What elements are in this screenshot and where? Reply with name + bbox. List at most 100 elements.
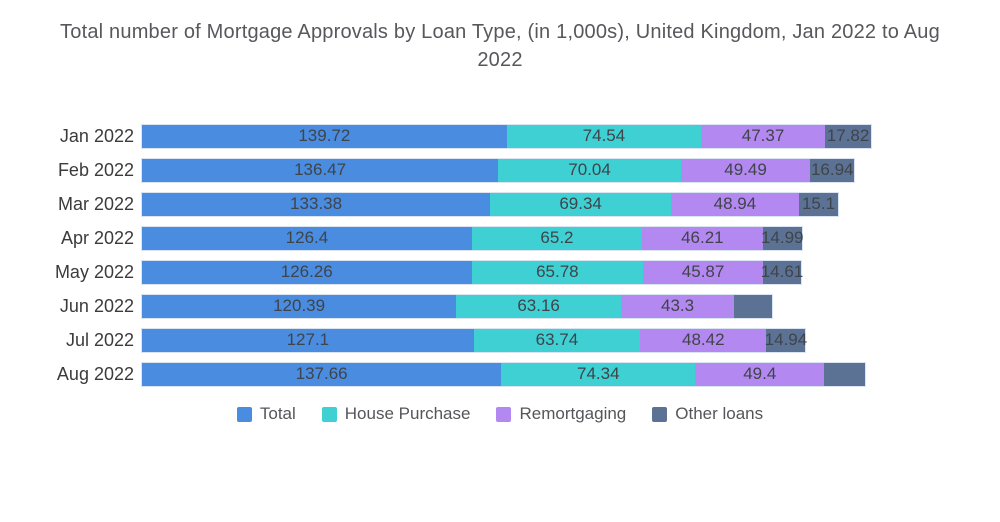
segment-value-label: 120.39	[273, 296, 326, 315]
bar-segment-house-purchase[interactable]: 65.2	[471, 226, 643, 250]
bar-segment-other-loans[interactable]: 16.94	[810, 158, 855, 182]
segment-value-label: 65.2	[540, 228, 574, 247]
bar-segment-house-purchase[interactable]: 74.54	[506, 124, 702, 148]
legend: Total House Purchase Remortgaging Other loa…	[0, 404, 1000, 424]
category-label: Feb 2022	[57, 159, 134, 180]
bar-segment-other-loans[interactable]	[734, 294, 772, 318]
bar-segment-house-purchase[interactable]: 63.16	[456, 294, 622, 318]
bar-segment-total[interactable]: 120.39	[142, 294, 457, 318]
bar-segment-total[interactable]: 127.1	[142, 328, 474, 352]
segment-value-label: 46.21	[681, 228, 724, 247]
stacked-bar: 136.47 70.04 49.49 16.94	[142, 158, 855, 182]
legend-label: Total	[259, 404, 296, 423]
bar-segment-other-loans[interactable]: 15.1	[798, 192, 839, 216]
segment-value-label: 137.66	[295, 364, 348, 383]
segment-value-label: 47.37	[741, 126, 785, 145]
bar-row: Feb 2022 136.47 70.04 49.49 16.94	[0, 153, 1000, 187]
bar-segment-other-loans[interactable]	[824, 362, 865, 386]
segment-value-label: 74.34	[577, 364, 620, 383]
bar-segment-remortgaging[interactable]: 46.21	[642, 226, 763, 250]
bar-segment-house-purchase[interactable]: 70.04	[498, 158, 681, 182]
bar-segment-total[interactable]: 139.72	[142, 124, 507, 148]
bar-row: Jul 2022 127.1 63.74 48.42 14.94	[0, 323, 1000, 357]
bar-segment-other-loans[interactable]: 14.61	[760, 260, 804, 284]
bar-segment-remortgaging[interactable]: 49.4	[695, 362, 825, 386]
bar-segment-remortgaging[interactable]: 48.94	[671, 192, 799, 216]
bar-segment-total[interactable]: 126.26	[142, 260, 472, 284]
bar-row: Apr 2022 126.4 65.2 46.21 14.99	[0, 221, 1000, 255]
bar-segment-remortgaging[interactable]: 48.42	[640, 328, 767, 352]
segment-value-label: 14.94	[764, 330, 808, 349]
legend-label: Other loans	[675, 404, 764, 423]
bar-segment-other-loans[interactable]: 14.94	[764, 328, 808, 352]
segment-value-label: 48.94	[713, 194, 757, 213]
segment-value-label: 69.34	[559, 194, 602, 213]
legend-swatch-icon	[321, 406, 337, 422]
segment-value-label: 126.26	[280, 262, 333, 281]
bar-row: Jan 2022 139.72 74.54 47.37 17.82	[0, 119, 1000, 153]
segment-value-label: 136.47	[294, 160, 347, 179]
legend-item-remortgaging[interactable]: Remortgaging	[496, 404, 626, 424]
bar-row: Jun 2022 120.39 63.16 43.3	[0, 289, 1000, 323]
bar-segment-house-purchase[interactable]: 74.34	[501, 362, 696, 386]
chart-title: Total number of Mortgage Approvals by Lo…	[60, 21, 940, 71]
bar-segment-total[interactable]: 126.4	[142, 226, 472, 250]
bar-segment-total[interactable]: 136.47	[142, 158, 499, 182]
legend-item-other-loans[interactable]: Other loans	[652, 404, 763, 424]
category-label: Apr 2022	[60, 227, 134, 248]
stacked-bar: 127.1 63.74 48.42 14.94	[142, 328, 808, 352]
segment-value-label: 126.4	[285, 228, 329, 247]
segment-value-label: 74.54	[582, 126, 626, 145]
segment-value-label: 139.72	[298, 126, 351, 145]
segment-value-label: 63.74	[535, 330, 579, 349]
legend-swatch-icon	[236, 406, 252, 422]
stacked-bar: 133.38 69.34 48.94 15.1	[142, 192, 839, 216]
bar-row: Aug 2022 137.66 74.34 49.4	[0, 357, 1000, 391]
bar-row: Mar 2022 133.38 69.34 48.94 15.1	[0, 187, 1000, 221]
bar-segment-remortgaging[interactable]: 49.49	[680, 158, 811, 182]
segment-value-label: 48.42	[681, 330, 725, 349]
segment-value-label: 133.38	[290, 194, 343, 213]
category-label: Mar 2022	[57, 193, 134, 214]
stacked-bar: 126.26 65.78 45.87 14.61	[142, 260, 804, 284]
segment-value-label: 16.94	[810, 160, 854, 179]
segment-value-label: 15.1	[801, 194, 836, 213]
bar-segment-remortgaging[interactable]: 47.37	[701, 124, 825, 148]
category-label: Aug 2022	[56, 363, 134, 384]
category-label: Jul 2022	[65, 329, 134, 350]
legend-swatch-icon	[496, 406, 512, 422]
category-label: Jan 2022	[59, 125, 134, 146]
segment-value-label: 43.3	[661, 296, 695, 315]
plot-area: Jan 2022 139.72 74.54 47.37 17.82 Feb 2022 136…	[0, 119, 1000, 391]
bar-row: May 2022 126.26 65.78 45.87 14.61	[0, 255, 1000, 289]
stacked-bar: 137.66 74.34 49.4	[142, 362, 865, 386]
legend-item-total[interactable]: Total	[236, 404, 296, 424]
bar-segment-remortgaging[interactable]: 45.87	[643, 260, 763, 284]
segment-value-label: 17.82	[826, 126, 870, 145]
bar-segment-other-loans[interactable]: 14.99	[760, 226, 804, 250]
legend-label: House Purchase	[344, 404, 471, 423]
bar-segment-remortgaging[interactable]: 43.3	[621, 294, 735, 318]
bar-segment-total[interactable]: 133.38	[142, 192, 491, 216]
stacked-bar: 120.39 63.16 43.3	[142, 294, 772, 318]
segment-value-label: 45.87	[681, 262, 725, 281]
segment-value-label: 49.49	[724, 160, 767, 179]
bar-segment-house-purchase[interactable]: 65.78	[471, 260, 644, 284]
bar-segment-house-purchase[interactable]: 63.74	[473, 328, 641, 352]
segment-value-label: 14.61	[760, 262, 804, 281]
category-label: May 2022	[54, 261, 134, 282]
segment-value-label: 14.99	[760, 228, 804, 247]
legend-label: Remortgaging	[519, 404, 627, 423]
bar-segment-total[interactable]: 137.66	[142, 362, 502, 386]
legend-swatch-icon	[652, 406, 668, 422]
stacked-bar: 139.72 74.54 47.37 17.82	[142, 124, 872, 148]
category-label: Jun 2022	[59, 295, 134, 316]
segment-value-label: 63.16	[517, 296, 560, 315]
bar-segment-house-purchase[interactable]: 69.34	[490, 192, 672, 216]
bar-segment-other-loans[interactable]: 17.82	[824, 124, 872, 148]
segment-value-label: 127.1	[286, 330, 330, 349]
segment-value-label: 49.4	[743, 364, 777, 383]
segment-value-label: 70.04	[568, 160, 611, 179]
legend-item-house-purchase[interactable]: House Purchase	[321, 404, 471, 424]
segment-value-label: 65.78	[536, 262, 579, 281]
